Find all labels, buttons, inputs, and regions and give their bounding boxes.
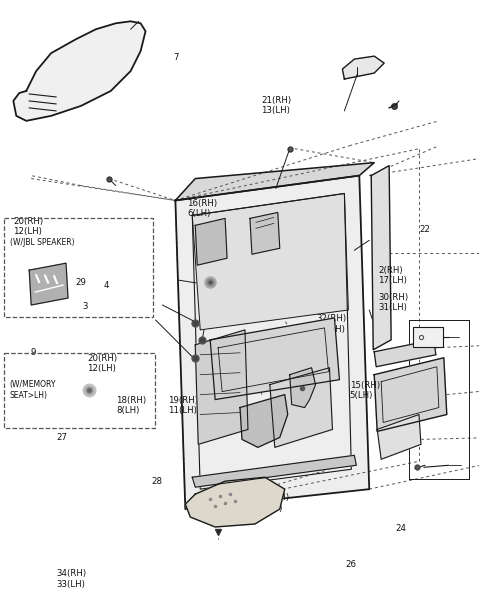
Text: (W/JBL SPEAKER): (W/JBL SPEAKER)	[10, 239, 74, 247]
Text: 9: 9	[30, 348, 36, 356]
Polygon shape	[290, 368, 315, 407]
Text: 10: 10	[254, 221, 265, 230]
Polygon shape	[29, 263, 68, 305]
Text: 16(RH)
6(LH): 16(RH) 6(LH)	[188, 199, 217, 218]
Polygon shape	[250, 212, 280, 254]
Text: 30(RH)
31(LH): 30(RH) 31(LH)	[378, 293, 408, 312]
Polygon shape	[195, 218, 227, 265]
Text: 21(RH)
13(LH): 21(RH) 13(LH)	[262, 96, 292, 115]
Text: 32(RH)
23(LH): 32(RH) 23(LH)	[316, 314, 347, 334]
Polygon shape	[192, 193, 348, 330]
Text: 25: 25	[419, 334, 430, 343]
Text: 29: 29	[75, 278, 86, 287]
Text: 15(RH)
5(LH): 15(RH) 5(LH)	[350, 381, 380, 400]
Polygon shape	[377, 415, 421, 459]
Text: 34(RH)
33(LH): 34(RH) 33(LH)	[56, 569, 86, 589]
Text: 19(RH)
11(LH): 19(RH) 11(LH)	[168, 396, 198, 415]
Text: 22: 22	[419, 225, 430, 234]
Polygon shape	[342, 56, 384, 79]
Polygon shape	[175, 163, 374, 201]
FancyBboxPatch shape	[413, 327, 443, 347]
Polygon shape	[210, 318, 339, 400]
Text: 18(RH)
8(LH): 18(RH) 8(LH)	[116, 396, 146, 415]
Polygon shape	[374, 357, 447, 431]
Text: 3: 3	[83, 302, 88, 311]
Text: 27: 27	[56, 432, 67, 442]
Text: 24: 24	[395, 523, 406, 533]
Polygon shape	[240, 395, 288, 447]
Polygon shape	[192, 455, 356, 487]
Text: (W/MEMORY
SEAT>LH): (W/MEMORY SEAT>LH)	[10, 380, 56, 400]
Text: 2(RH)
17(LH): 2(RH) 17(LH)	[378, 265, 407, 285]
Polygon shape	[195, 330, 248, 444]
Polygon shape	[371, 166, 391, 350]
Polygon shape	[374, 340, 436, 367]
Text: 20(RH)
12(LH): 20(RH) 12(LH)	[87, 354, 118, 373]
Text: 28: 28	[152, 477, 163, 486]
Text: 26: 26	[345, 560, 356, 569]
Text: 14(RH)
1(LH): 14(RH) 1(LH)	[259, 493, 289, 512]
Text: 4: 4	[104, 281, 109, 290]
Polygon shape	[175, 176, 369, 509]
Text: 20(RH)
12(LH): 20(RH) 12(LH)	[13, 217, 44, 236]
Text: 7: 7	[173, 53, 179, 62]
Polygon shape	[185, 477, 285, 527]
Polygon shape	[270, 368, 333, 447]
Polygon shape	[13, 21, 145, 121]
